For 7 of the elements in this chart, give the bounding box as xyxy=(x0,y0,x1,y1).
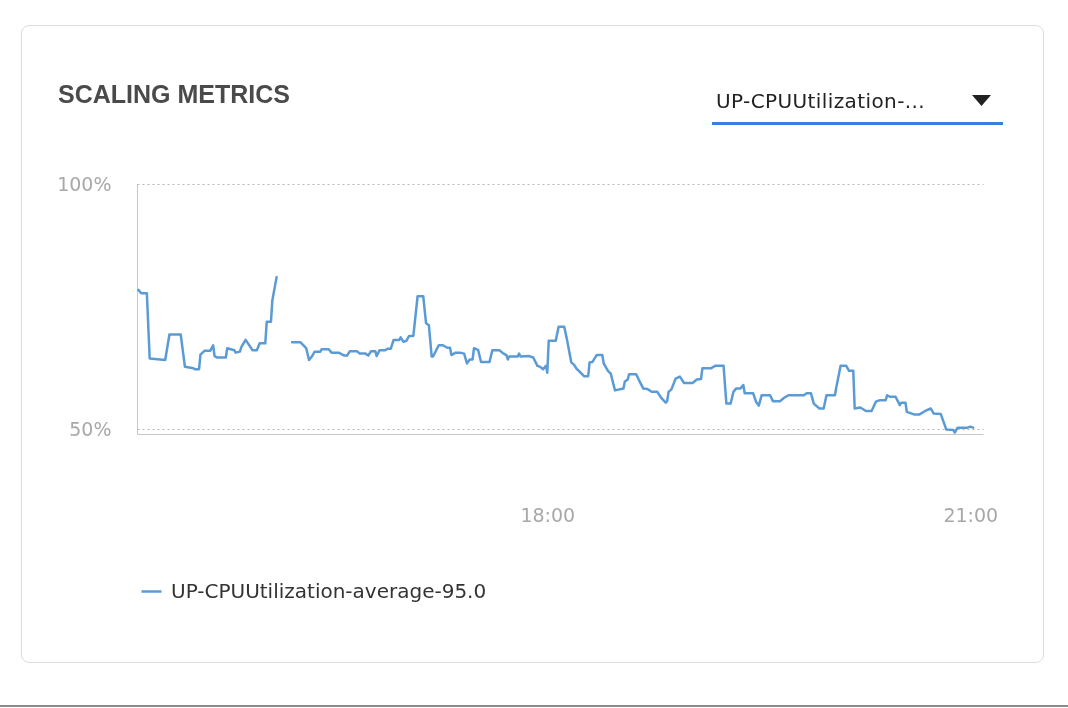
y-tick-label: 100% xyxy=(57,172,112,195)
legend-label: UP-CPUUtilization-average-95.0 xyxy=(171,578,487,603)
y-tick-label: 50% xyxy=(69,417,112,440)
chart-title: SCALING METRICS xyxy=(58,80,290,109)
x-tick-label: 21:00 xyxy=(943,503,999,526)
x-tick-label: 18:00 xyxy=(520,503,576,526)
dropdown-field: UP-CPUUtilization-... xyxy=(712,82,1003,125)
